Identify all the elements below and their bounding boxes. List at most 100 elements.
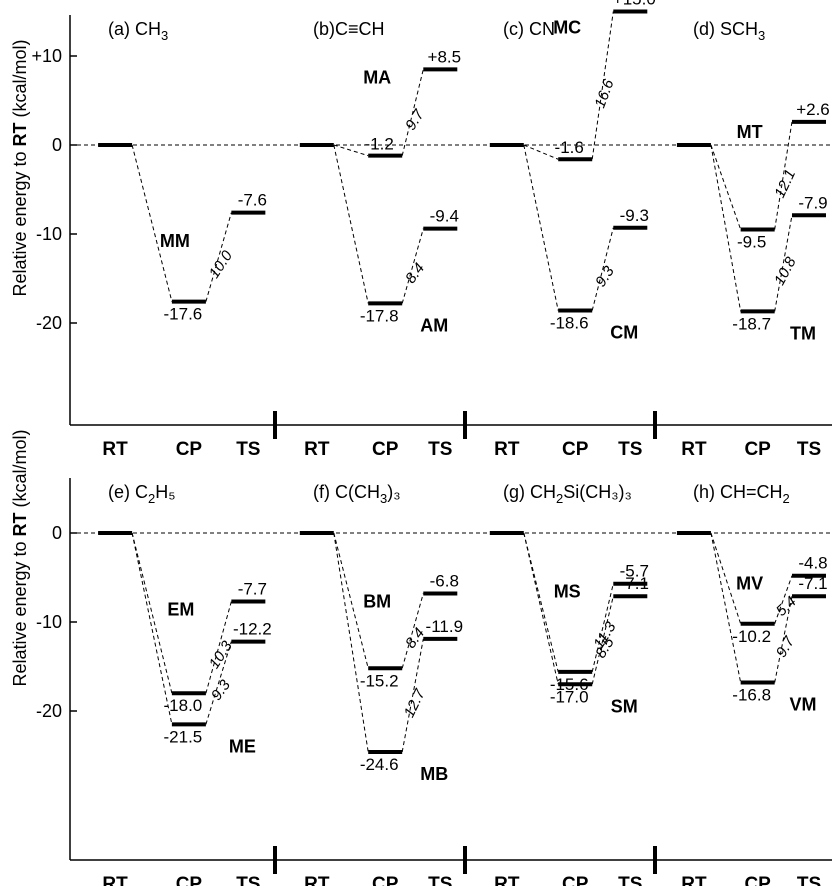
- x-tick-label-ts: TS: [797, 439, 821, 460]
- connector-cp-ts: [205, 641, 232, 725]
- x-tick-label-ts: TS: [428, 874, 452, 886]
- connector-cp-ts: [401, 593, 424, 669]
- level-value-cp: -10.2: [732, 627, 771, 646]
- connector-cp-ts: [774, 215, 793, 312]
- barrier-value: 16.6: [591, 77, 617, 111]
- x-tick-label-ts: TS: [618, 439, 642, 460]
- path-name-mv: MV: [736, 574, 763, 594]
- level-value-ts: -7.1: [798, 574, 827, 593]
- level-value-ts: -7.7: [238, 580, 267, 599]
- connector-cp-ts: [205, 601, 232, 694]
- x-tick-label-rt: RT: [681, 439, 707, 460]
- x-tick-label-cp: CP: [176, 874, 203, 886]
- x-tick-label-rt: RT: [494, 874, 520, 886]
- connector-rt-cp: [523, 144, 559, 160]
- connector-cp-ts: [591, 227, 614, 311]
- level-value-cp: -21.5: [164, 727, 203, 746]
- level-value-ts: -7.1: [620, 574, 649, 593]
- barrier-value: 10.8: [771, 254, 800, 288]
- connector-rt-cp: [333, 144, 369, 304]
- connector-cp-ts: [591, 596, 614, 685]
- connector-rt-cp: [131, 532, 173, 694]
- path-name-me: ME: [229, 736, 256, 756]
- connector-rt-cp: [333, 144, 369, 157]
- paths-layer: [98, 9, 826, 754]
- barrier-value: 9.7: [402, 106, 428, 133]
- panel-title: (h) CH=CH2: [693, 482, 790, 506]
- x-tick-label-ts: TS: [618, 874, 642, 886]
- panel-title: (c) CN: [503, 19, 555, 39]
- path-name-sm: SM: [611, 696, 638, 716]
- x-tick-label-cp: CP: [372, 874, 399, 886]
- level-value-ts: +15.0: [613, 0, 656, 9]
- level-value-cp: -17.6: [164, 305, 203, 324]
- barrier-value: 9.3: [208, 676, 234, 703]
- connector-cp-ts: [774, 575, 793, 624]
- path-name-ma: MA: [363, 67, 391, 87]
- connector-rt-cp: [710, 144, 742, 312]
- y-axis-label: Relative energy to RT (kcal/mol): [10, 39, 30, 296]
- level-value-ts: -7.9: [798, 193, 827, 212]
- panel-title: (a) CH3: [108, 19, 168, 43]
- connector-cp-ts: [774, 596, 793, 683]
- barrier-value: 10.0: [206, 247, 237, 281]
- connector-rt-cp: [710, 144, 742, 230]
- connector-rt-cp: [710, 532, 742, 683]
- level-value-cp: -15.2: [360, 671, 399, 690]
- level-value-ts: -12.2: [233, 620, 272, 639]
- path-name-mc: MC: [553, 18, 581, 38]
- panel-title: (f) C(CH3)₃: [313, 482, 401, 506]
- connector-cp-ts: [401, 69, 424, 156]
- level-value-cp: -18.6: [550, 314, 589, 333]
- x-tick-label-cp: CP: [744, 874, 771, 886]
- x-tick-label-rt: RT: [102, 439, 128, 460]
- panel-title: (d) SCH3: [693, 19, 765, 43]
- connector-cp-ts: [591, 11, 614, 160]
- level-value-ts: -9.3: [620, 206, 649, 225]
- connector-rt-cp: [131, 144, 173, 302]
- level-value-cp: -17.0: [550, 687, 589, 706]
- x-tick-label-rt: RT: [681, 874, 707, 886]
- level-value-cp: -18.0: [164, 696, 203, 715]
- y-tick-label: -20: [36, 313, 62, 333]
- barrier-value: 12.1: [771, 167, 799, 201]
- level-value-ts: -7.6: [238, 191, 267, 210]
- x-tick-label-ts: TS: [236, 439, 260, 460]
- level-value-ts: -4.8: [798, 554, 827, 573]
- level-value-ts: -5.7: [620, 562, 649, 581]
- path-name-tm: TM: [790, 323, 816, 343]
- y-tick-label: -10: [36, 224, 62, 244]
- connector-rt-cp: [333, 532, 369, 669]
- path-name-vm: VM: [789, 695, 816, 715]
- panel-title: (b)C≡CH: [313, 19, 385, 39]
- x-tick-label-rt: RT: [494, 439, 520, 460]
- path-name-bm: BM: [363, 592, 391, 612]
- x-tick-label-cp: CP: [176, 439, 203, 460]
- level-value-ts: -9.4: [430, 207, 459, 226]
- x-tick-label-ts: TS: [797, 874, 821, 886]
- connector-rt-cp: [333, 532, 369, 753]
- panel-title: (g) CH2Si(CH₃)₃: [503, 482, 632, 506]
- connector-cp-ts: [401, 638, 424, 753]
- level-value-cp: -9.5: [737, 233, 766, 252]
- level-value-cp: -16.8: [732, 686, 771, 705]
- path-name-cm: CM: [610, 323, 638, 343]
- x-tick-label-rt: RT: [102, 874, 128, 886]
- level-value-ts: +2.6: [796, 100, 830, 119]
- level-value-ts: -11.9: [426, 617, 464, 636]
- connector-rt-cp: [131, 532, 173, 725]
- y-tick-label: +10: [31, 46, 62, 66]
- connector-cp-ts: [591, 583, 614, 672]
- y-tick-label: -10: [36, 612, 62, 632]
- path-name-em: EM: [167, 600, 194, 620]
- y-tick-label: 0: [52, 135, 62, 155]
- x-tick-label-rt: RT: [304, 874, 330, 886]
- barrier-value: 9.3: [592, 263, 618, 290]
- barrier-value: 12.7: [401, 686, 429, 720]
- barrier-value: 9.7: [773, 633, 799, 660]
- barrier-value: 8.4: [402, 260, 428, 287]
- x-tick-label-rt: RT: [304, 439, 330, 460]
- level-value-cp: -1.2: [365, 135, 394, 154]
- x-tick-label-ts: TS: [236, 874, 260, 886]
